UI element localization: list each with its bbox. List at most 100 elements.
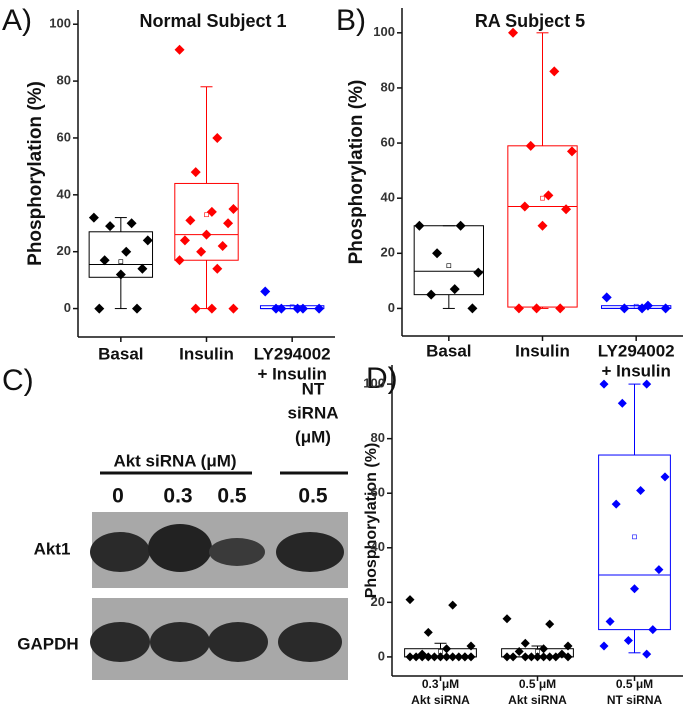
control-label: siRNA: [287, 403, 338, 422]
data-point: [549, 66, 560, 77]
data-point: [405, 595, 415, 605]
data-point: [545, 619, 555, 629]
data-point: [599, 641, 609, 651]
data-point: [513, 303, 524, 314]
mean-marker: [633, 303, 639, 309]
data-point: [467, 303, 478, 314]
band: [150, 622, 210, 662]
x-tick-label: 0.3 μM: [422, 677, 459, 691]
data-point: [126, 218, 137, 229]
data-point: [636, 485, 646, 495]
y-tick-label: 100: [49, 16, 71, 31]
data-point: [619, 303, 630, 314]
data-point: [414, 220, 425, 231]
data-point: [314, 303, 325, 314]
band: [209, 538, 265, 566]
x-tick-label: NT siRNA: [607, 693, 663, 707]
data-point: [466, 652, 476, 662]
data-point: [429, 652, 439, 662]
data-point: [460, 652, 470, 662]
blot-panel: C) Akt siRNA (μM) NT siRNA (μM) 0 0.3 0.…: [2, 364, 348, 680]
data-point: [520, 638, 530, 648]
data-point: [223, 218, 234, 229]
data-point: [605, 616, 615, 626]
data-point: [563, 641, 573, 651]
data-point: [174, 44, 185, 55]
y-tick-label: 0: [64, 300, 71, 315]
data-point: [526, 652, 536, 662]
mean-marker: [118, 259, 124, 264]
data-point: [206, 303, 217, 314]
lane-label: 0.5: [217, 485, 247, 508]
data-point: [228, 204, 239, 215]
data-point: [466, 641, 476, 651]
data-point: [525, 140, 536, 151]
data-point: [660, 303, 671, 314]
data-point: [611, 499, 621, 509]
data-point: [196, 246, 207, 257]
data-point: [555, 303, 566, 314]
data-point: [405, 652, 415, 662]
data-point: [566, 146, 577, 157]
data-point: [190, 167, 201, 178]
data-point: [137, 263, 148, 274]
x-tick-label: Akt siRNA: [411, 693, 470, 707]
y-tick-label: 0: [388, 300, 395, 315]
mean-marker: [289, 304, 295, 310]
panel-label: A): [2, 4, 32, 37]
data-point: [276, 303, 287, 314]
data-point: [131, 303, 142, 314]
data-point: [190, 303, 201, 314]
panel-label: B): [336, 4, 366, 37]
x-tick-label: Basal: [426, 341, 471, 360]
data-point: [448, 652, 458, 662]
x-tick-label: 0.5 μM: [616, 677, 653, 691]
data-point: [292, 303, 303, 314]
y-tick-label: 100: [373, 24, 395, 39]
data-point: [423, 627, 433, 637]
row-label: Akt1: [34, 539, 71, 558]
data-point: [473, 267, 484, 278]
chart-title: Normal Subject 1: [139, 11, 286, 31]
y-axis-label: Phosphorylation (%): [363, 443, 380, 599]
data-point: [436, 652, 445, 662]
data-point: [179, 235, 190, 246]
data-point: [94, 303, 105, 314]
data-point: [514, 646, 524, 656]
data-point: [642, 379, 652, 389]
y-tick-label: 20: [371, 594, 385, 609]
data-point: [115, 269, 126, 280]
y-tick-label: 60: [57, 129, 71, 144]
data-point: [121, 246, 132, 257]
y-axis-label: Phosphorylation (%): [25, 81, 46, 266]
band: [90, 622, 150, 662]
y-tick-label: 80: [371, 430, 385, 445]
mean-marker: [540, 195, 545, 201]
data-point: [537, 220, 548, 231]
data-point: [654, 565, 664, 575]
data-point: [455, 220, 466, 231]
x-tick-label: Insulin: [179, 344, 234, 363]
data-point: [642, 649, 652, 659]
data-point: [185, 215, 196, 226]
box: [413, 225, 484, 296]
data-point: [520, 652, 530, 662]
data-point: [174, 255, 185, 266]
y-tick-label: 80: [57, 73, 71, 88]
data-point: [260, 286, 271, 297]
box: [598, 454, 671, 631]
band: [148, 524, 212, 572]
band: [208, 622, 268, 662]
control-label: NT: [302, 379, 325, 398]
data-point: [454, 652, 464, 662]
mean-marker: [632, 534, 637, 540]
data-point: [502, 614, 512, 624]
y-tick-label: 40: [381, 190, 395, 205]
data-point: [561, 204, 572, 215]
data-point: [442, 644, 452, 654]
lane-label: 0: [112, 485, 124, 508]
data-point: [563, 652, 573, 662]
band: [90, 532, 150, 572]
x-tick-label: LY294002: [254, 344, 331, 363]
